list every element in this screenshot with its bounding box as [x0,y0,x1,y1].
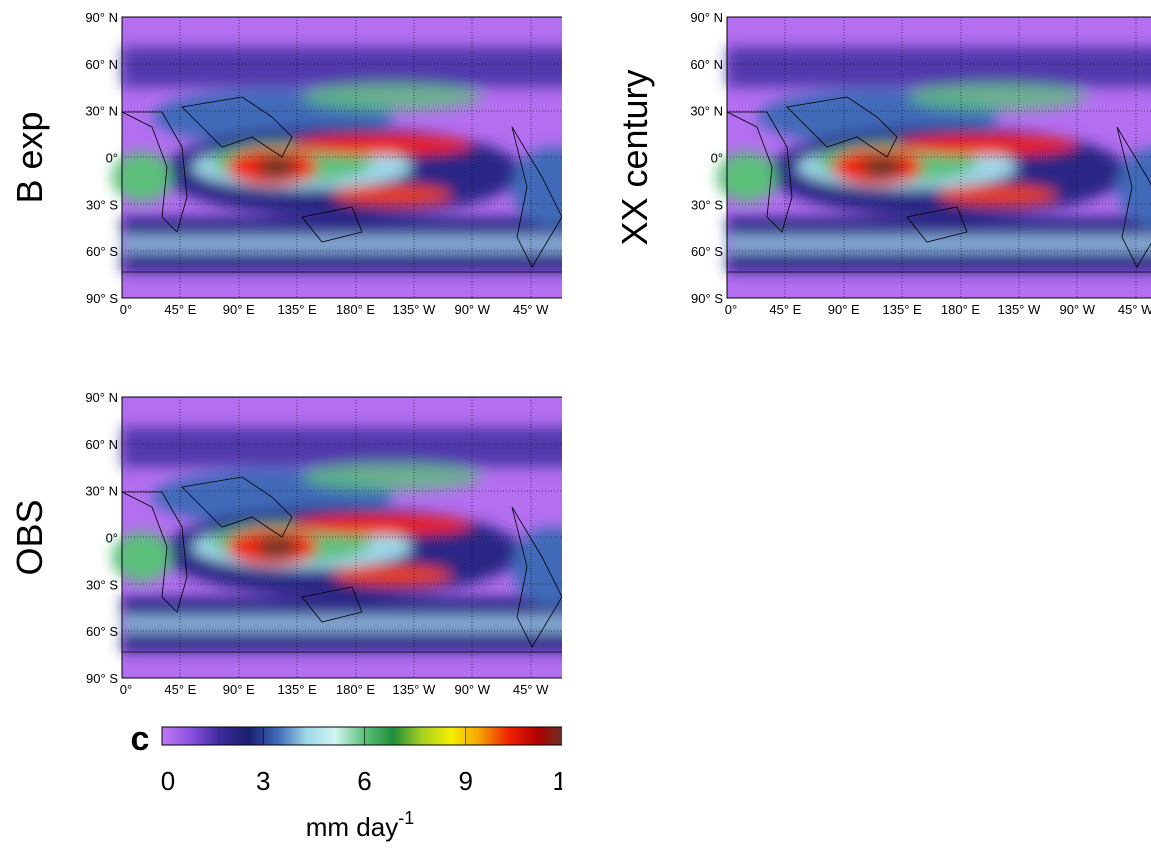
lon-label: 180° E [941,302,981,317]
lat-label: 60° S [86,244,118,259]
unit-text: mm day [306,812,398,842]
colorbar-tick-label: 0 [161,766,175,796]
unit-exponent: -1 [398,808,414,828]
lat-label: 90° S [86,291,118,306]
lat-label: 30° S [86,197,118,212]
lon-label: 90° E [223,302,255,317]
colorbar-tick-label: 9 [459,766,473,796]
lat-label: 0° [106,531,118,546]
row-label: OBS [9,499,50,575]
lon-label: 45° W [1118,302,1151,317]
lon-label: 0° [725,302,737,317]
lat-label: 90° S [691,291,723,306]
lon-label: 90° E [828,302,860,317]
lon-label: 180° E [336,682,376,697]
precipitation-map [112,397,592,678]
lon-label: 135° E [278,682,318,697]
lat-label: 90° S [86,671,118,686]
lat-label: 30° N [85,104,118,119]
map-frame [121,396,562,679]
lon-label: 45° E [164,682,196,697]
lon-label: 135° W [392,302,436,317]
colorbar: 0 3 6 9 12 [161,726,582,796]
row-label: B exp [9,111,50,203]
lon-label: 0° [120,682,132,697]
lat-label: 60° N [85,57,118,72]
lon-label: 135° W [392,682,436,697]
map-frame [726,16,1151,299]
colorbar-tick-label: 3 [256,766,270,796]
lat-label: 90° N [690,10,723,25]
lon-label: 90° W [454,682,490,697]
row-label: XX century [614,69,655,245]
lon-label: 45° E [164,302,196,317]
precipitation-map [112,17,592,298]
precipitation-map [717,17,1151,298]
lat-label: 0° [711,151,723,166]
lat-label: 60° N [85,437,118,452]
lon-label: 45° E [769,302,801,317]
lat-label: 90° N [85,10,118,25]
lon-label: 135° E [278,302,318,317]
lon-label: 90° W [454,302,490,317]
lat-label: 30° S [86,577,118,592]
colorbar-tick-label: 6 [357,766,371,796]
lat-label: 90° N [85,390,118,405]
lon-label: 45° W [513,682,549,697]
lat-label: 30° S [691,197,723,212]
lon-label: 90° W [1059,302,1095,317]
lon-label: 135° W [997,302,1041,317]
map-frame [121,16,562,299]
lat-label: 60° N [690,57,723,72]
lon-label: 45° W [513,302,549,317]
lat-label: 60° S [691,244,723,259]
colorbar-unit: mm day-1 [306,808,414,842]
lat-label: 60° S [86,624,118,639]
colorbar-tick-label: 12 [553,766,582,796]
lat-label: 30° N [85,484,118,499]
lon-label: 180° E [336,302,376,317]
lon-label: 135° E [883,302,923,317]
panel-letter: c [131,720,150,758]
lat-label: 30° N [690,104,723,119]
lat-label: 0° [106,151,118,166]
lon-label: 90° E [223,682,255,697]
lon-label: 0° [120,302,132,317]
